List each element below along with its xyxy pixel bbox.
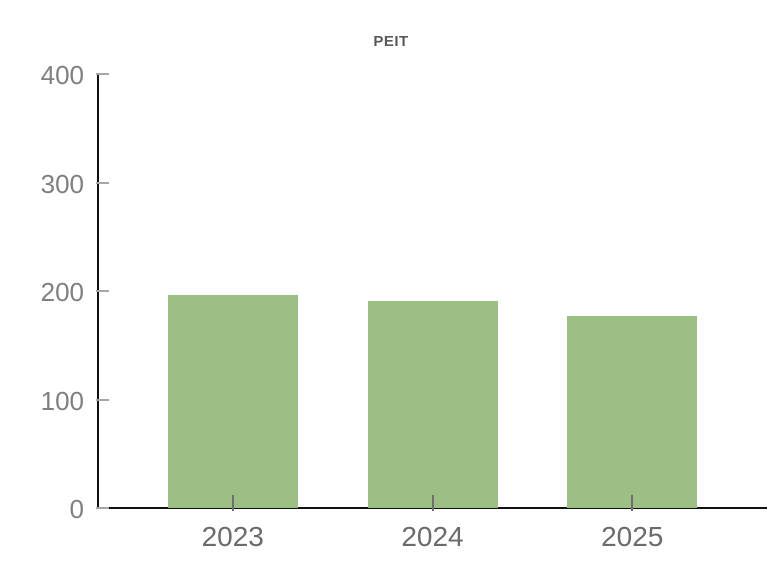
y-axis-tick-100 <box>96 398 109 401</box>
bar-2024 <box>368 300 498 508</box>
y-axis-tick-300 <box>96 181 109 184</box>
y-axis-tick-400 <box>96 73 109 75</box>
x-axis-label-2023: 2023 <box>201 521 264 552</box>
y-axis-tick-200 <box>96 290 109 292</box>
x-axis-label-2024: 2024 <box>401 521 464 552</box>
x-axis-label-2025: 2025 <box>601 521 664 552</box>
bar-2025 <box>567 315 697 508</box>
chart-title: PEIT <box>373 33 409 50</box>
y-axis-label-300: 300 <box>40 168 84 199</box>
bar-2023 <box>168 295 298 508</box>
y-axis-label-400: 400 <box>40 60 84 90</box>
x-axis-tick-2025 <box>631 495 634 511</box>
x-axis-tick-2024 <box>431 495 434 511</box>
x-axis-tick-2023 <box>231 495 234 511</box>
y-axis-label-200: 200 <box>40 277 84 307</box>
y-axis-label-100: 100 <box>40 385 84 416</box>
y-axis-label-0: 0 <box>69 494 84 524</box>
y-axis-tick-0 <box>96 507 109 509</box>
